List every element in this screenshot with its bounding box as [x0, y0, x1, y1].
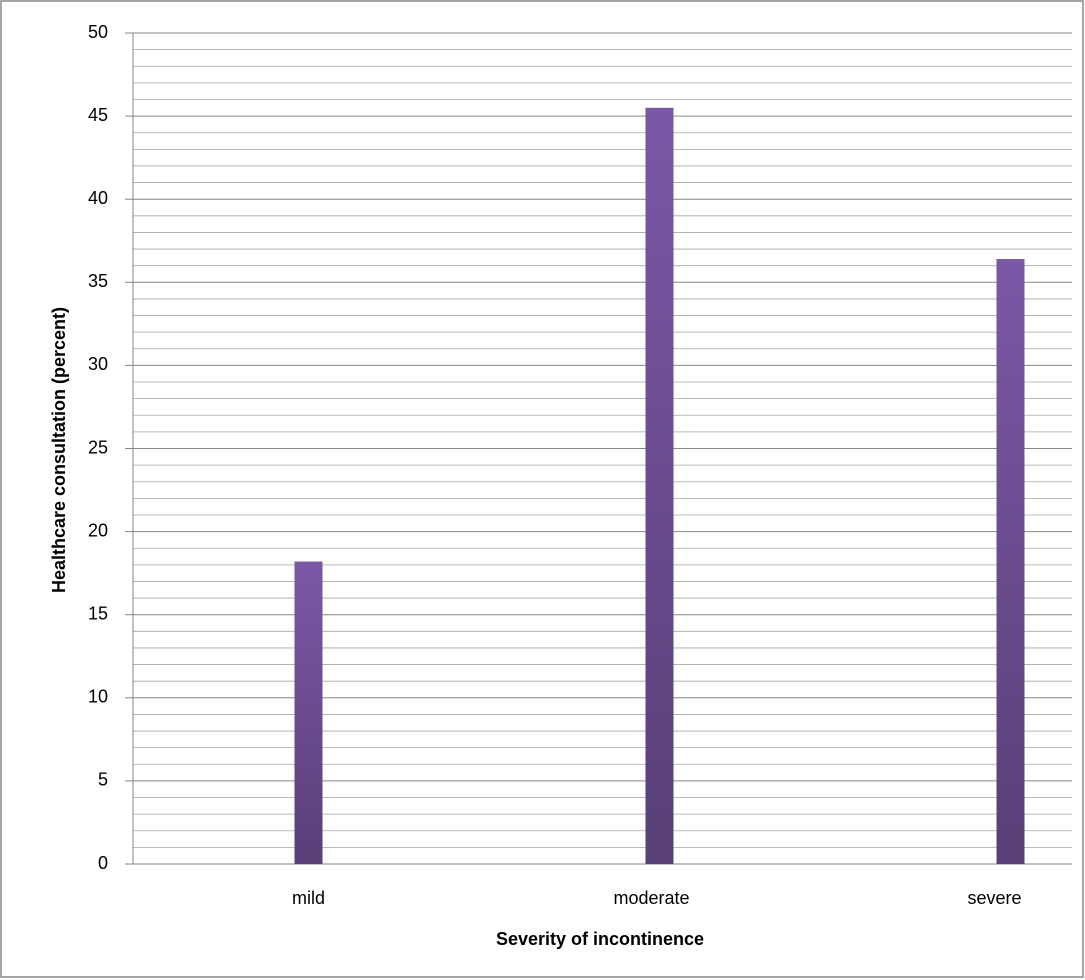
y-tick-label: 45 — [88, 105, 108, 125]
y-tick-label: 35 — [88, 271, 108, 291]
plot-area — [133, 32, 1072, 865]
bar — [996, 259, 1025, 865]
x-axis-label: Severity of incontinence — [496, 929, 704, 949]
y-tick-label: 0 — [98, 853, 108, 873]
bar-shade — [645, 107, 674, 865]
y-tick-label: 30 — [88, 354, 108, 374]
y-tick-label: 40 — [88, 188, 108, 208]
y-tick-label: 25 — [88, 437, 108, 457]
x-tick-label: moderate — [613, 888, 689, 908]
y-tick-label: 5 — [98, 770, 108, 790]
y-tick-label: 10 — [88, 687, 108, 707]
bar-shade — [996, 259, 1025, 865]
bar-shade — [294, 561, 323, 864]
y-tick-label: 15 — [88, 603, 108, 623]
bar — [294, 561, 323, 864]
x-tick-label: severe — [967, 888, 1021, 908]
bar — [645, 107, 674, 865]
x-tick-label: mild — [292, 888, 325, 908]
y-tick-label: 20 — [88, 520, 108, 540]
y-axis-label: Healthcare consultation (percent) — [49, 307, 69, 593]
y-tick-label: 50 — [88, 22, 108, 42]
